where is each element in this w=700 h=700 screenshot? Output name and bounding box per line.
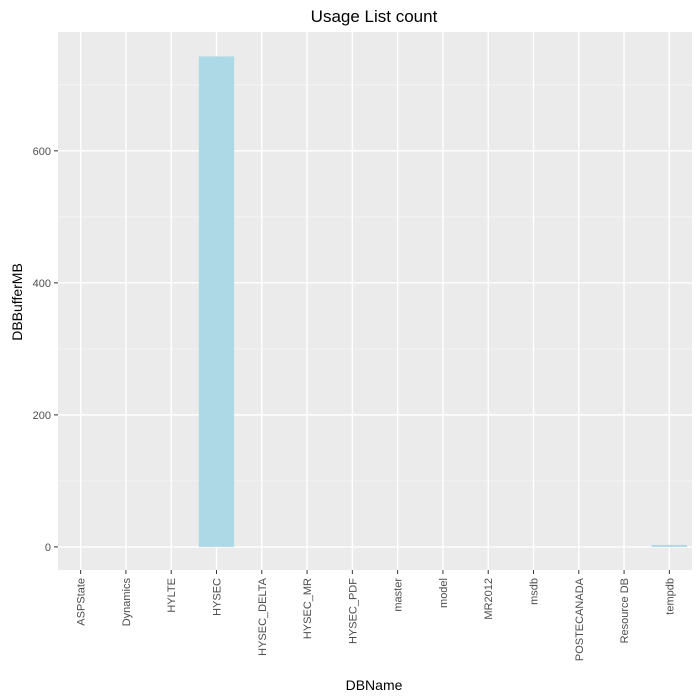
y-tick-label: 400 (33, 278, 51, 290)
x-tick-label: HYSEC (212, 578, 224, 616)
y-tick-label: 200 (33, 410, 51, 422)
bar-hysec (198, 56, 235, 547)
x-tick-label: Dynamics (121, 578, 133, 627)
x-tick-label: HYLTE (166, 578, 178, 613)
x-tick-label: HYSEC_DELTA (257, 577, 269, 656)
x-tick-label: ASPState (76, 578, 88, 626)
x-tick-label: master (393, 578, 405, 612)
chart-title: Usage List count (311, 7, 438, 26)
y-tick-label: 600 (33, 146, 51, 158)
bar-tempdb (651, 544, 688, 547)
x-tick-label: tempdb (664, 578, 676, 615)
x-tick-label: MR2012 (483, 578, 495, 620)
x-tick-label: model (438, 578, 450, 608)
x-tick-label: POSTECANADA (574, 577, 586, 661)
x-tick-label: HYSEC_PDF (347, 578, 359, 644)
x-tick-label: msdb (529, 578, 541, 605)
plot-panel (58, 32, 692, 570)
x-tick-label: Resource DB (619, 578, 631, 643)
y-axis-title: DBBufferMB (9, 263, 25, 341)
y-tick-label: 0 (45, 542, 51, 554)
x-tick-label: HYSEC_MR (302, 578, 314, 639)
x-axis-title: DBName (346, 677, 403, 693)
